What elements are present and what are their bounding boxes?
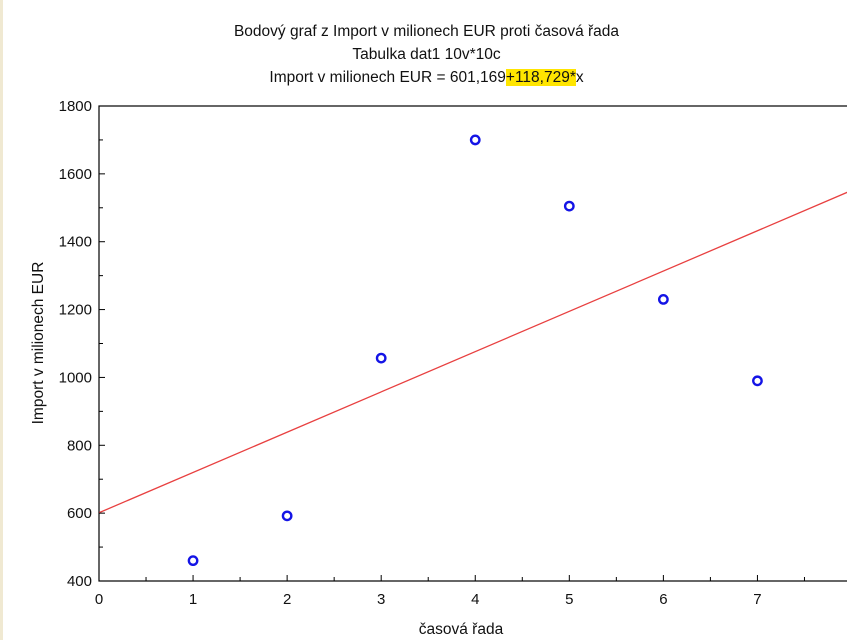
data-point — [281, 510, 293, 522]
y-tick-label: 1800 — [59, 98, 92, 115]
x-axis-label: časová řada — [419, 621, 504, 638]
y-tick-label: 1000 — [59, 369, 92, 386]
data-point — [563, 200, 575, 212]
y-tick-label: 1600 — [59, 166, 92, 183]
plot-area — [98, 105, 847, 582]
y-tick-label: 1200 — [59, 302, 92, 319]
data-point — [657, 293, 669, 305]
x-tick-label: 4 — [471, 591, 479, 608]
y-tick-label: 400 — [67, 573, 92, 590]
regression-equation: Import v milionech EUR = 601,169+118,729… — [3, 66, 847, 89]
data-point — [469, 134, 481, 146]
x-tick-label: 3 — [377, 591, 385, 608]
y-tick-label: 800 — [67, 437, 92, 454]
data-point — [752, 375, 763, 387]
equation-highlight: +118,729* — [505, 69, 576, 86]
y-tick-label: 1400 — [59, 234, 92, 251]
x-tick-label: 2 — [283, 591, 291, 608]
scatter-plot: 01234567840060080010001200140016001800 č… — [30, 98, 847, 638]
x-tick-label: 6 — [659, 591, 667, 608]
x-tick-label: 7 — [753, 591, 761, 608]
y-axis-label: Import v milionech EUR — [30, 262, 47, 425]
regression-line — [99, 191, 847, 514]
equation-suffix: x — [575, 69, 584, 86]
chart-subtitle: Tabulka dat1 10v*10c — [352, 46, 501, 63]
equation-prefix: Import v milionech EUR = 601,169 — [269, 69, 506, 86]
x-tick-label: 0 — [95, 591, 103, 608]
chart-titles: Bodový graf z Import v milionech EUR pro… — [3, 20, 847, 89]
x-tick-label: 5 — [565, 591, 573, 608]
data-point — [375, 352, 387, 364]
chart-title: Bodový graf z Import v milionech EUR pro… — [233, 23, 620, 40]
y-tick-label: 600 — [67, 505, 92, 522]
data-point — [187, 555, 199, 567]
x-tick-label: 1 — [189, 591, 197, 608]
